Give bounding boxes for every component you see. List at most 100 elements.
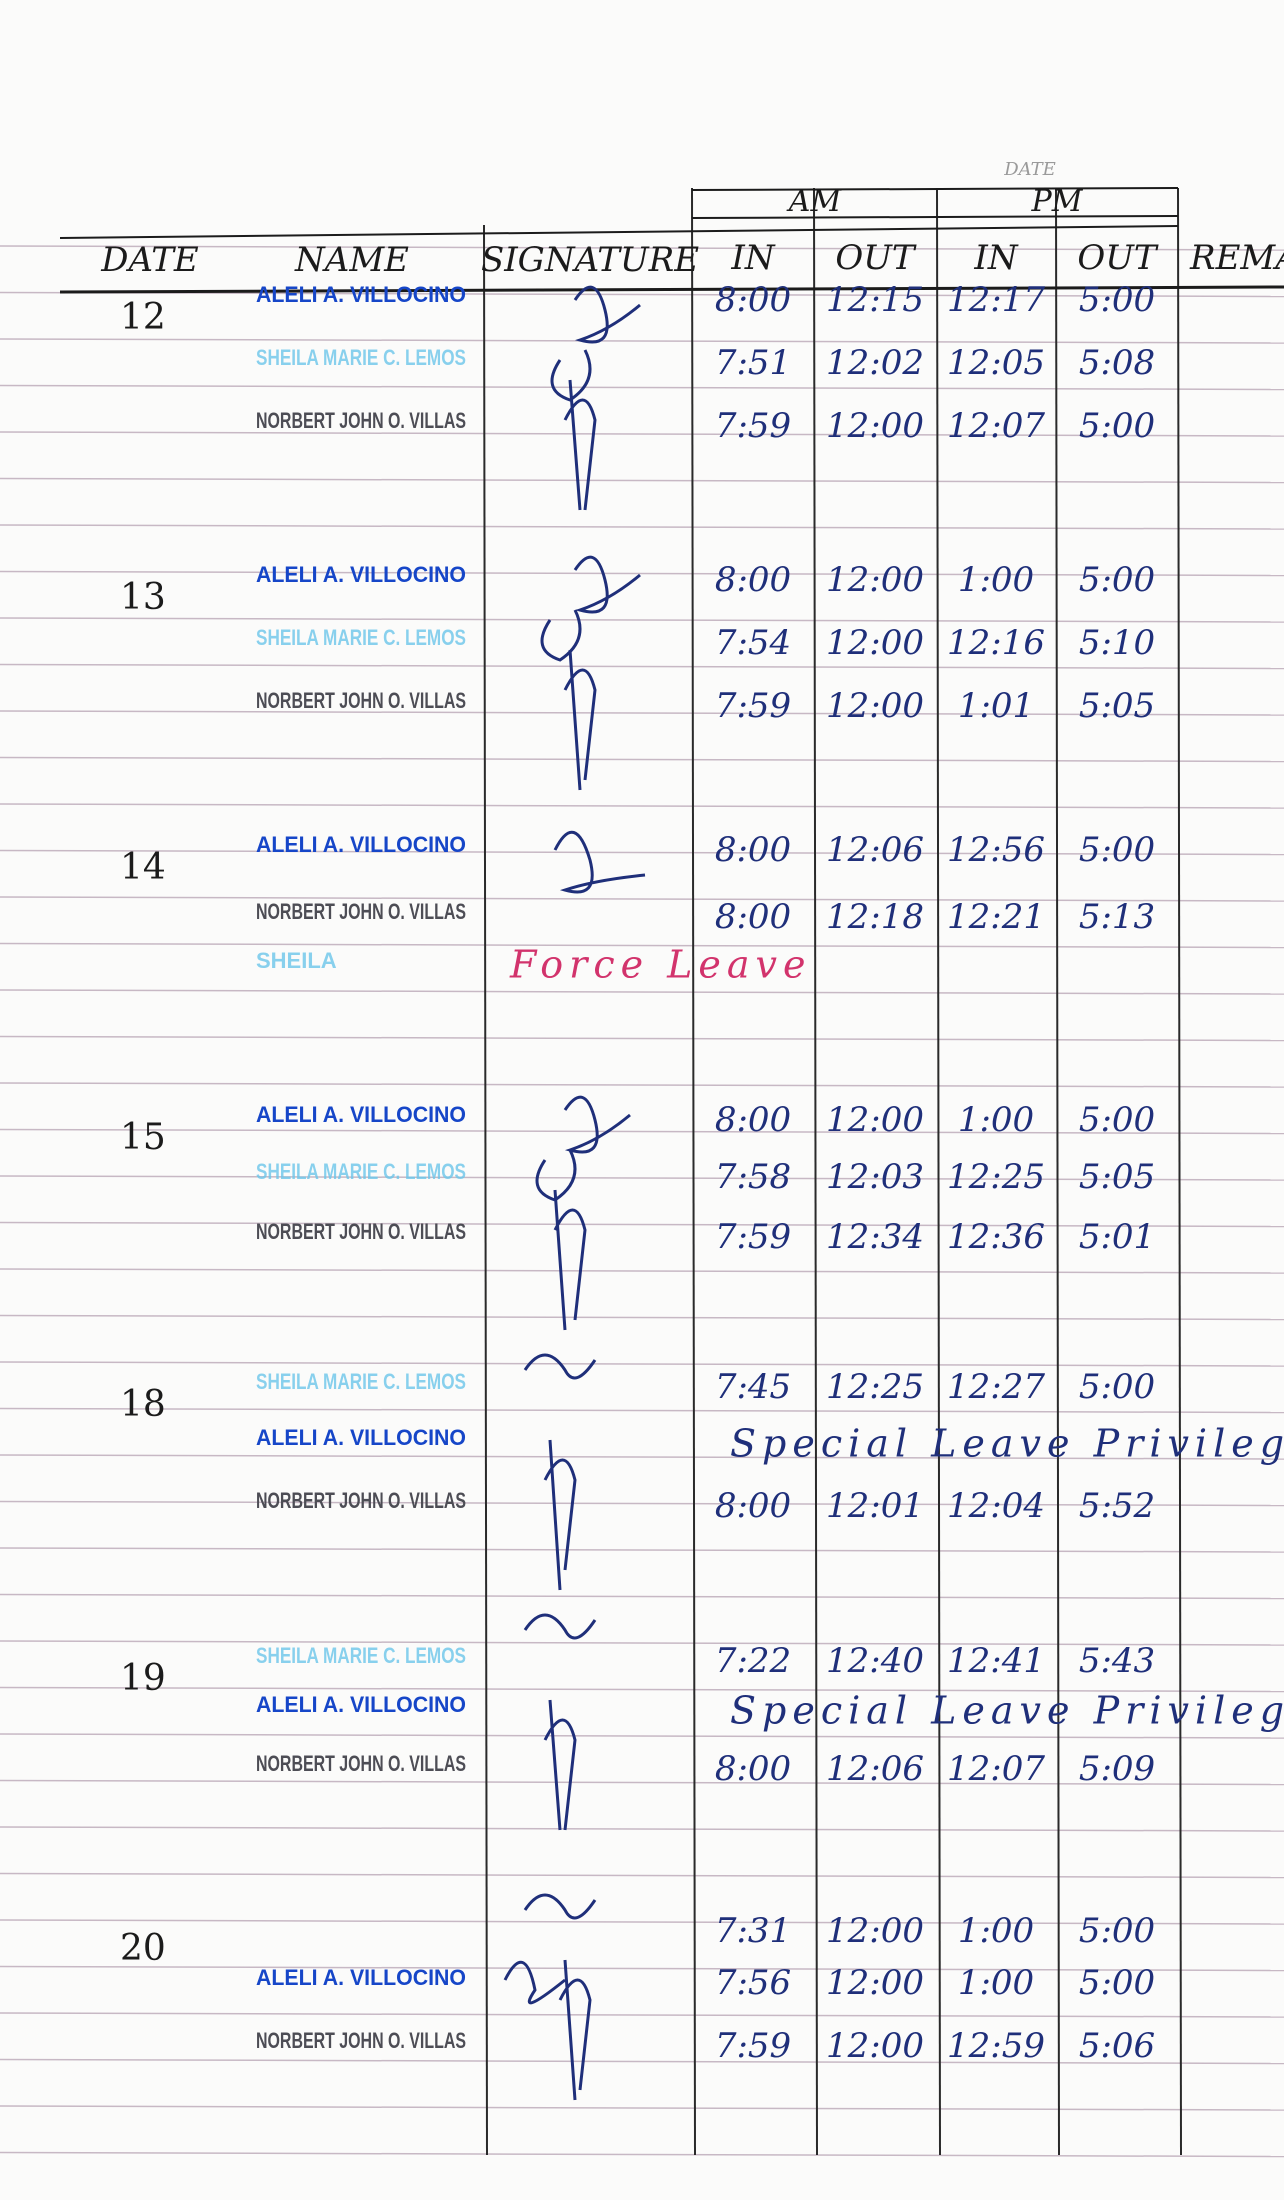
- rule-line: [0, 570, 1284, 577]
- time-entry: 7:59: [715, 406, 791, 446]
- rule-line: [0, 1082, 1284, 1088]
- time-entry: 12:04: [947, 1486, 1045, 1526]
- name-stamp: NORBERT JOHN O. VILLAS: [256, 408, 466, 433]
- rule-line: [0, 338, 1284, 344]
- rule-line: [0, 1035, 1284, 1042]
- time-entry: 7:54: [715, 623, 791, 663]
- time-entry: 7:31: [715, 1911, 791, 1951]
- time-entry: 7:45: [715, 1367, 791, 1407]
- time-entry: 5:00: [1079, 1911, 1155, 1951]
- time-entry: 12:00: [826, 406, 924, 446]
- time-entry: 8:00: [715, 280, 791, 320]
- time-entry: 1:00: [958, 560, 1034, 600]
- time-entry: 12:00: [826, 1100, 924, 1140]
- time-entry: 7:58: [715, 1157, 791, 1197]
- name-stamp: NORBERT JOHN O. VILLAS: [256, 1488, 466, 1513]
- header-label: PM: [1031, 184, 1084, 219]
- name-stamp: SHEILA MARIE C. LEMOS: [256, 1159, 466, 1184]
- time-entry: 12:00: [826, 623, 924, 663]
- name-stamp: ALELI A. VILLOCINO: [256, 1692, 466, 1717]
- name-stamp: NORBERT JOHN O. VILLAS: [256, 1219, 466, 1244]
- time-entry: 5:00: [1079, 1963, 1155, 2003]
- column-line: [483, 224, 488, 2156]
- time-entry: 12:05: [947, 343, 1045, 383]
- time-entry: 5:01: [1079, 1217, 1155, 1257]
- time-entry: 7:51: [715, 343, 791, 383]
- column-line: [691, 187, 696, 2156]
- ampm-line: [691, 187, 1179, 191]
- time-entry: 12:27: [947, 1367, 1045, 1407]
- header-label: SIGNATURE: [481, 240, 699, 280]
- name-stamp: SHEILA MARIE C. LEMOS: [256, 625, 466, 650]
- name-stamp: ALELI A. VILLOCINO: [256, 282, 466, 307]
- rule-line: [0, 2012, 1284, 2018]
- time-entry: 8:00: [715, 560, 791, 600]
- log-content: DATE AM PM DATE NAME SIGNATURE IN OUT IN OUT REMAR…: [100, 159, 1284, 2066]
- rule-line: [0, 1221, 1284, 1228]
- rule-line: [0, 1128, 1284, 1135]
- time-entry: 12:00: [826, 2026, 924, 2066]
- header-label: AM: [786, 184, 843, 219]
- header-label: DATE: [1003, 159, 1056, 180]
- time-entry: 1:00: [958, 1963, 1034, 2003]
- header-label: OUT: [835, 238, 917, 278]
- time-entry: 5:52: [1079, 1486, 1155, 1526]
- time-entry: 12:00: [826, 1963, 924, 2003]
- rule-line: [0, 1965, 1284, 1972]
- time-entry: 12:21: [947, 897, 1045, 937]
- time-entry: 12:03: [826, 1157, 924, 1197]
- time-entry: 12:56: [947, 830, 1045, 870]
- name-stamp: ALELI A. VILLOCINO: [256, 1102, 466, 1127]
- rule-line: [0, 710, 1284, 716]
- time-entry: 12:59: [947, 2026, 1045, 2066]
- time-entry: 5:08: [1079, 343, 1155, 383]
- time-entry: 7:59: [715, 1217, 791, 1257]
- entry-date: 19: [120, 1658, 166, 1699]
- time-entry: 12:06: [826, 830, 924, 870]
- time-entry: 12:15: [826, 280, 924, 320]
- time-entry: 5:00: [1079, 1100, 1155, 1140]
- time-entry: 12:40: [826, 1641, 924, 1681]
- name-stamp: SHEILA MARIE C. LEMOS: [256, 1369, 466, 1394]
- name-stamp: ALELI A. VILLOCINO: [256, 832, 466, 857]
- rule-line: [0, 1919, 1284, 1925]
- header-label: REMARKS: [1189, 238, 1284, 278]
- header-line: [59, 285, 1284, 294]
- rule-line: [0, 1826, 1284, 1832]
- rule-line: [0, 384, 1284, 391]
- time-entry: 12:16: [947, 623, 1045, 663]
- entry-date: 12: [120, 297, 166, 338]
- time-entry: 7:59: [715, 686, 791, 726]
- rule-line: [0, 2058, 1284, 2065]
- leave-note: Force Leave: [509, 943, 812, 987]
- name-stamp: SHEILA MARIE C. LEMOS: [256, 345, 466, 370]
- time-entry: 5:09: [1079, 1749, 1155, 1789]
- entry-date: 20: [120, 1928, 166, 1969]
- time-entry: 1:00: [958, 1911, 1034, 1951]
- entry-date: 14: [120, 847, 166, 888]
- time-entry: 5:05: [1079, 686, 1155, 726]
- rule-line: [0, 1500, 1284, 1507]
- rule-line: [0, 245, 1284, 251]
- rule-line: [0, 756, 1284, 763]
- time-entry: 5:00: [1079, 280, 1155, 320]
- time-entry: 12:00: [826, 686, 924, 726]
- header-label: NAME: [294, 240, 409, 280]
- time-entry: 12:00: [826, 1911, 924, 1951]
- time-entry: 12:36: [947, 1217, 1045, 1257]
- rule-line: [0, 1593, 1284, 1600]
- time-entry: 5:00: [1079, 406, 1155, 446]
- time-entry: 12:25: [947, 1157, 1045, 1197]
- rule-line: [0, 524, 1284, 530]
- time-entry: 8:00: [715, 1100, 791, 1140]
- time-entry: 7:56: [715, 1963, 791, 2003]
- header-line: [59, 225, 1179, 239]
- rule-line: [0, 1686, 1284, 1693]
- name-stamp: ALELI A. VILLOCINO: [256, 562, 466, 587]
- name-stamp: ALELI A. VILLOCINO: [256, 1425, 466, 1450]
- name-stamp: NORBERT JOHN O. VILLAS: [256, 1751, 466, 1776]
- time-entry: 12:07: [947, 1749, 1045, 1789]
- rule-line: [0, 1407, 1284, 1414]
